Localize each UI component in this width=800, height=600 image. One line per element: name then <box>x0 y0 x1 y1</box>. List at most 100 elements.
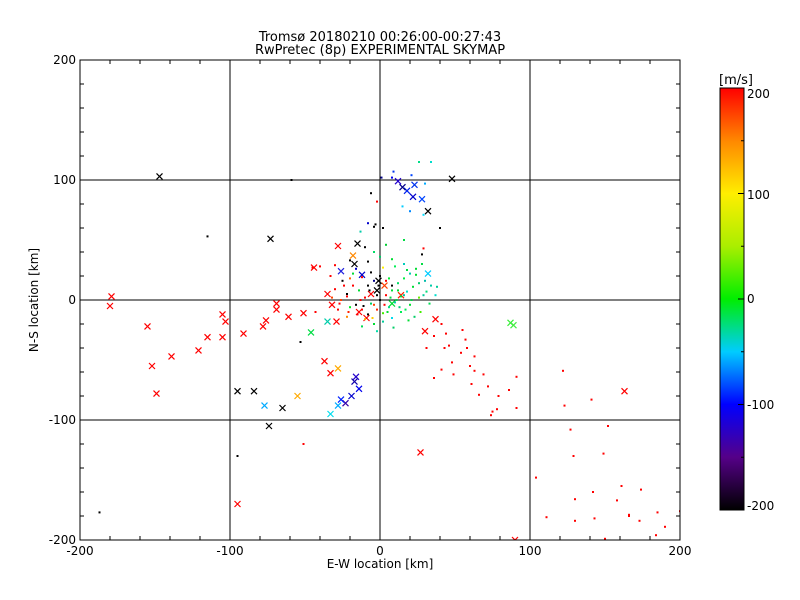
data-point-dot <box>400 311 402 313</box>
data-point-x <box>348 392 355 400</box>
data-point-x <box>621 387 628 395</box>
data-point-x <box>279 404 286 412</box>
data-point-dot <box>496 408 498 411</box>
data-point-dot <box>391 284 393 287</box>
data-point-dot <box>385 243 387 246</box>
data-point-x <box>267 235 274 243</box>
data-point-dot <box>461 329 464 331</box>
data-point-dot <box>410 174 413 177</box>
colorbar-tick-label: 100 <box>747 188 770 202</box>
data-point-dot <box>640 488 642 491</box>
data-point-dot <box>346 315 348 318</box>
data-point-dot <box>391 176 393 179</box>
colorbar-ticks <box>738 87 744 511</box>
x-tick-label: 200 <box>669 544 692 558</box>
data-point-x <box>168 352 175 360</box>
data-point-dot <box>311 266 314 269</box>
data-point-dot <box>376 330 378 333</box>
data-point-dot <box>352 284 354 287</box>
data-point-dot <box>430 284 432 287</box>
data-point-x <box>204 333 211 341</box>
data-point-dot <box>373 323 375 325</box>
data-point-dot <box>394 301 396 304</box>
colorbar-tick-label: 0 <box>747 292 755 306</box>
data-point-dot <box>403 239 405 241</box>
data-point-x <box>310 264 318 272</box>
data-point-dot <box>391 258 393 261</box>
data-point-dot <box>355 267 357 270</box>
data-point-x <box>144 322 151 330</box>
data-point-dot <box>367 260 369 263</box>
colorbar-unit: [m/s] <box>719 73 753 88</box>
data-point-dot <box>424 279 426 282</box>
data-point-dot <box>359 230 362 233</box>
data-point-dot <box>349 277 351 280</box>
chart-subtitle: RwPretec (8p) EXPERIMENTAL SKYMAP <box>255 43 505 58</box>
data-point-dot <box>337 308 339 311</box>
data-point-x <box>394 177 402 185</box>
data-point-dot <box>497 395 500 397</box>
data-point-x <box>352 373 360 381</box>
data-point-dot <box>319 265 321 268</box>
data-point-x <box>334 242 342 250</box>
data-point-dot <box>418 296 420 299</box>
data-point-x <box>156 172 163 180</box>
data-point-dot <box>490 414 492 417</box>
data-point-dot <box>98 511 101 514</box>
data-point-x <box>354 240 361 248</box>
data-point-dot <box>379 275 381 277</box>
data-point-x <box>250 387 258 395</box>
data-point-dot <box>421 263 423 265</box>
data-point-dot <box>340 299 342 301</box>
data-point-dot <box>448 344 450 347</box>
data-point-dot <box>373 225 375 228</box>
data-point-dot <box>346 293 348 295</box>
data-point-dot <box>574 498 576 501</box>
data-point-dot <box>409 303 411 306</box>
data-point-dot <box>403 263 405 265</box>
data-point-dot <box>590 398 593 401</box>
data-point-dot <box>290 179 293 181</box>
data-point-dot <box>394 265 396 268</box>
data-point-dot <box>407 319 410 322</box>
data-point-dot <box>341 279 344 282</box>
data-point-dot <box>436 285 438 288</box>
chart-title: Tromsø 20180210 00:26:00-00:27:43 <box>258 30 501 45</box>
data-point-dot <box>367 284 369 287</box>
data-point-x <box>418 195 426 203</box>
data-point-dot <box>389 296 392 299</box>
data-point-dot <box>386 311 389 313</box>
data-point-dot <box>356 313 359 316</box>
data-point-dot <box>545 516 548 519</box>
data-point-dot <box>491 410 494 413</box>
data-point-dot <box>473 355 476 358</box>
data-point-dot <box>445 332 447 335</box>
data-points <box>98 161 680 540</box>
data-point-dot <box>403 277 405 280</box>
data-point-dot <box>535 476 537 479</box>
data-point-x <box>399 183 406 191</box>
y-tick-label: 200 <box>53 53 76 67</box>
data-point-dot <box>425 347 428 349</box>
data-point-dot <box>466 347 468 349</box>
data-point-x <box>510 321 517 329</box>
axis-ticks <box>79 59 681 541</box>
data-point-x <box>381 282 388 290</box>
data-point-dot <box>422 294 425 297</box>
data-point-dot <box>602 452 605 455</box>
data-point-dot <box>562 369 564 372</box>
data-point-dot <box>398 306 401 309</box>
data-point-x <box>432 315 439 323</box>
data-point-dot <box>422 247 425 250</box>
data-point-dot <box>397 289 399 292</box>
data-point-x <box>373 286 381 294</box>
data-point-dot <box>299 341 302 343</box>
data-point-dot <box>406 290 408 293</box>
data-point-dot <box>515 407 518 409</box>
data-point-dot <box>409 210 411 213</box>
data-point-dot <box>302 443 305 445</box>
data-point-dot <box>376 200 378 203</box>
data-point-x <box>424 207 432 215</box>
data-point-dot <box>206 235 209 238</box>
y-tick-label: -100 <box>49 413 76 427</box>
